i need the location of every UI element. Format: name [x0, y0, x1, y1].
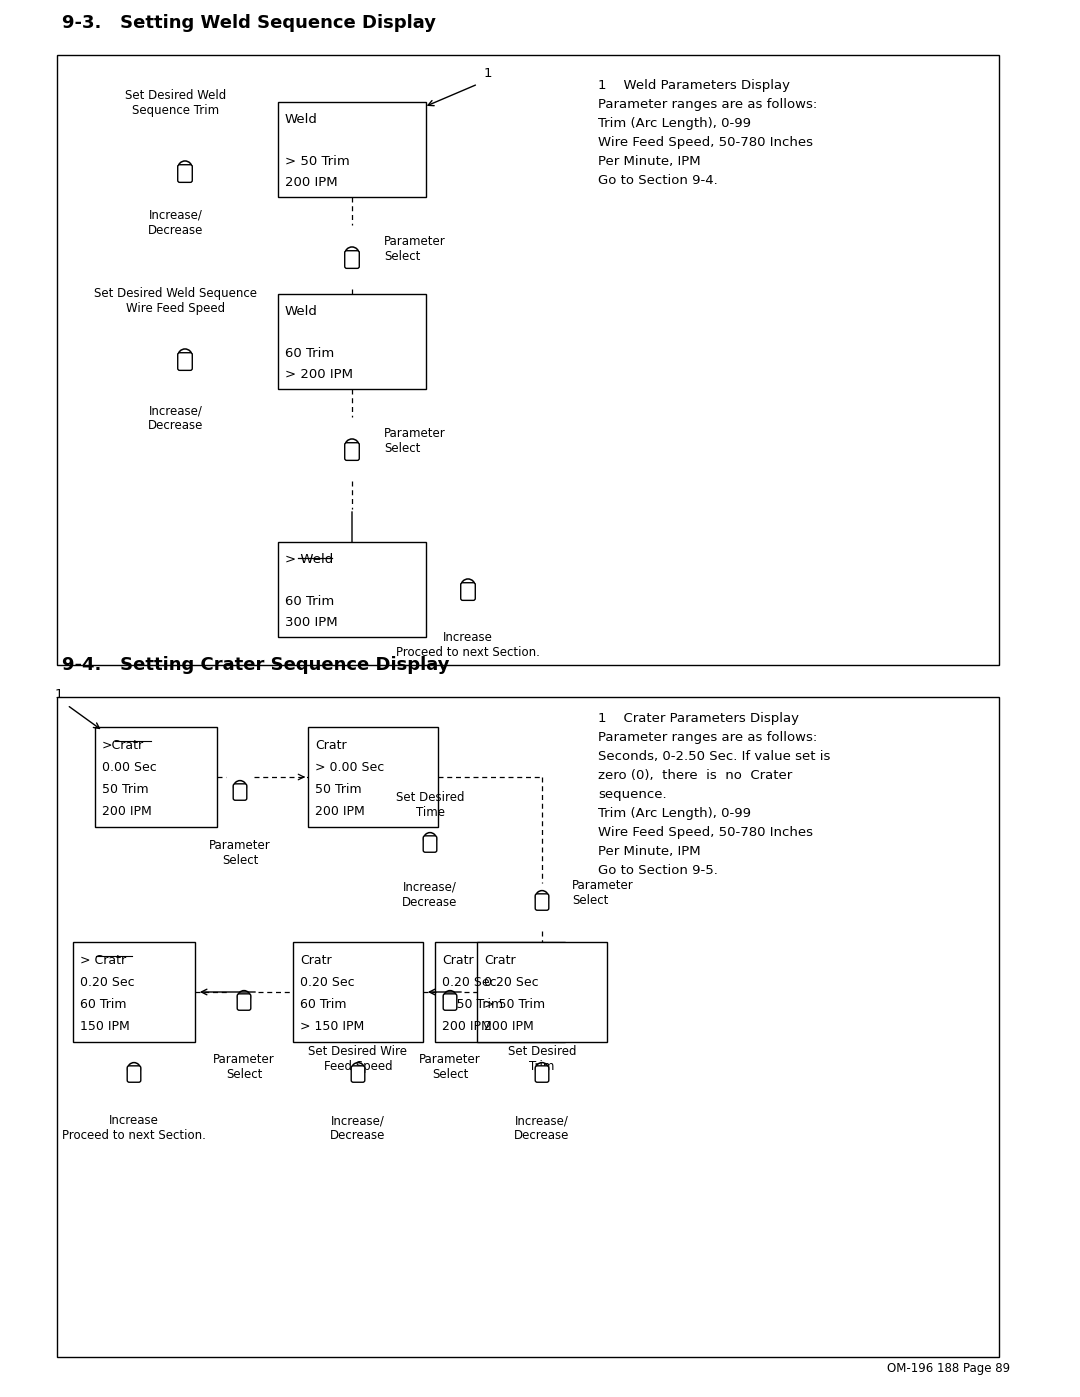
- Text: Parameter ranges are as follows:: Parameter ranges are as follows:: [598, 731, 818, 745]
- Text: 1: 1: [484, 67, 492, 80]
- Text: 1: 1: [54, 687, 63, 701]
- Text: Parameter
Select: Parameter Select: [210, 840, 271, 868]
- Text: 60 Trim: 60 Trim: [300, 997, 347, 1011]
- FancyBboxPatch shape: [536, 894, 549, 911]
- Bar: [57, 697, 999, 1356]
- Text: Seconds, 0-2.50 Sec. If value set is: Seconds, 0-2.50 Sec. If value set is: [598, 750, 831, 763]
- Text: Go to Section 9-4.: Go to Section 9-4.: [598, 175, 718, 187]
- Bar: [278, 102, 426, 197]
- Bar: [308, 726, 438, 827]
- FancyBboxPatch shape: [345, 443, 360, 461]
- Text: Go to Section 9-5.: Go to Section 9-5.: [598, 863, 718, 877]
- Bar: [73, 942, 195, 1042]
- Text: 150 IPM: 150 IPM: [80, 1020, 130, 1034]
- Text: Parameter
Select: Parameter Select: [419, 1053, 481, 1081]
- Text: Cratr: Cratr: [484, 954, 515, 967]
- Text: > 50 Trim: > 50 Trim: [442, 997, 503, 1011]
- Text: Set Desired Wire
Feed Speed: Set Desired Wire Feed Speed: [309, 1045, 407, 1073]
- Text: 200 IPM: 200 IPM: [484, 1020, 534, 1034]
- Text: > 200 IPM: > 200 IPM: [285, 367, 353, 381]
- Text: 200 IPM: 200 IPM: [102, 805, 152, 819]
- FancyBboxPatch shape: [461, 583, 475, 601]
- Text: > 50 Trim: > 50 Trim: [285, 155, 350, 168]
- Text: 1    Crater Parameters Display: 1 Crater Parameters Display: [598, 712, 799, 725]
- Text: 200 IPM: 200 IPM: [315, 805, 365, 819]
- Text: 9-3.   Setting Weld Sequence Display: 9-3. Setting Weld Sequence Display: [62, 14, 436, 32]
- Text: Parameter
Select: Parameter Select: [213, 1053, 275, 1081]
- Text: 200 IPM: 200 IPM: [442, 1020, 491, 1034]
- Text: Per Minute, IPM: Per Minute, IPM: [598, 845, 701, 858]
- Text: Increase/
Decrease: Increase/ Decrease: [330, 1113, 386, 1141]
- Text: Wire Feed Speed, 50-780 Inches: Wire Feed Speed, 50-780 Inches: [598, 136, 813, 149]
- Text: 0.20 Sec: 0.20 Sec: [300, 977, 354, 989]
- Text: Increase/
Decrease: Increase/ Decrease: [514, 1113, 569, 1141]
- Text: Trim (Arc Length), 0-99: Trim (Arc Length), 0-99: [598, 807, 751, 820]
- Bar: [57, 54, 999, 665]
- Text: >Cratr: >Cratr: [102, 739, 144, 752]
- Text: OM-196 188 Page 89: OM-196 188 Page 89: [887, 1362, 1010, 1375]
- FancyBboxPatch shape: [351, 1066, 365, 1083]
- Bar: [477, 942, 607, 1042]
- Text: Trim (Arc Length), 0-99: Trim (Arc Length), 0-99: [598, 117, 751, 130]
- FancyBboxPatch shape: [127, 1066, 140, 1083]
- Text: Weld: Weld: [285, 305, 318, 319]
- Text: Per Minute, IPM: Per Minute, IPM: [598, 155, 701, 168]
- Text: 50 Trim: 50 Trim: [315, 784, 362, 796]
- Text: 300 IPM: 300 IPM: [285, 616, 338, 629]
- Text: 0.20 Sec: 0.20 Sec: [484, 977, 539, 989]
- Text: > 150 IPM: > 150 IPM: [300, 1020, 364, 1034]
- FancyBboxPatch shape: [536, 1066, 549, 1083]
- Text: 60 Trim: 60 Trim: [285, 595, 334, 608]
- FancyBboxPatch shape: [178, 165, 192, 183]
- Text: 0.20 Sec: 0.20 Sec: [442, 977, 497, 989]
- Text: Cratr: Cratr: [315, 739, 347, 752]
- Text: Set Desired
Time: Set Desired Time: [395, 791, 464, 819]
- Text: Parameter ranges are as follows:: Parameter ranges are as follows:: [598, 98, 818, 110]
- Text: > 50 Trim: > 50 Trim: [484, 997, 545, 1011]
- Text: Cratr: Cratr: [300, 954, 332, 967]
- Bar: [278, 293, 426, 388]
- FancyBboxPatch shape: [178, 352, 192, 370]
- Text: 0.00 Sec: 0.00 Sec: [102, 761, 157, 774]
- FancyBboxPatch shape: [238, 993, 251, 1010]
- FancyBboxPatch shape: [345, 250, 360, 268]
- Text: Wire Feed Speed, 50-780 Inches: Wire Feed Speed, 50-780 Inches: [598, 826, 813, 840]
- FancyBboxPatch shape: [423, 835, 436, 852]
- Text: 50 Trim: 50 Trim: [102, 784, 149, 796]
- FancyBboxPatch shape: [233, 784, 247, 800]
- Text: Increase
Proceed to next Section.: Increase Proceed to next Section.: [396, 631, 540, 659]
- Text: Set Desired Weld Sequence
Wire Feed Speed: Set Desired Weld Sequence Wire Feed Spee…: [95, 286, 257, 314]
- Text: sequence.: sequence.: [598, 788, 666, 800]
- Text: > Cratr: > Cratr: [80, 954, 126, 967]
- Text: 0.20 Sec: 0.20 Sec: [80, 977, 135, 989]
- Text: Parameter
Select: Parameter Select: [384, 427, 446, 455]
- Text: > Weld: > Weld: [285, 553, 334, 566]
- Bar: [278, 542, 426, 637]
- Text: Increase/
Decrease: Increase/ Decrease: [148, 404, 204, 432]
- Text: Increase/
Decrease: Increase/ Decrease: [148, 210, 204, 237]
- Text: Cratr: Cratr: [442, 954, 474, 967]
- Text: Increase/
Decrease: Increase/ Decrease: [403, 882, 458, 909]
- Text: Set Desired
Trim: Set Desired Trim: [508, 1045, 577, 1073]
- Text: 9-4.   Setting Crater Sequence Display: 9-4. Setting Crater Sequence Display: [62, 657, 449, 673]
- Text: 1    Weld Parameters Display: 1 Weld Parameters Display: [598, 80, 789, 92]
- Text: > 0.00 Sec: > 0.00 Sec: [315, 761, 384, 774]
- Bar: [95, 726, 217, 827]
- Text: 200 IPM: 200 IPM: [285, 176, 338, 189]
- Text: Parameter
Select: Parameter Select: [572, 879, 634, 907]
- Text: Weld: Weld: [285, 113, 318, 126]
- FancyBboxPatch shape: [443, 993, 457, 1010]
- Bar: [435, 942, 565, 1042]
- Bar: [293, 942, 423, 1042]
- Text: zero (0),  there  is  no  Crater: zero (0), there is no Crater: [598, 768, 793, 782]
- Text: 60 Trim: 60 Trim: [80, 997, 126, 1011]
- Text: 60 Trim: 60 Trim: [285, 346, 334, 360]
- Text: Set Desired Weld
Sequence Trim: Set Desired Weld Sequence Trim: [125, 89, 227, 117]
- Text: Increase
Proceed to next Section.: Increase Proceed to next Section.: [62, 1113, 206, 1141]
- Text: Parameter
Select: Parameter Select: [384, 235, 446, 263]
